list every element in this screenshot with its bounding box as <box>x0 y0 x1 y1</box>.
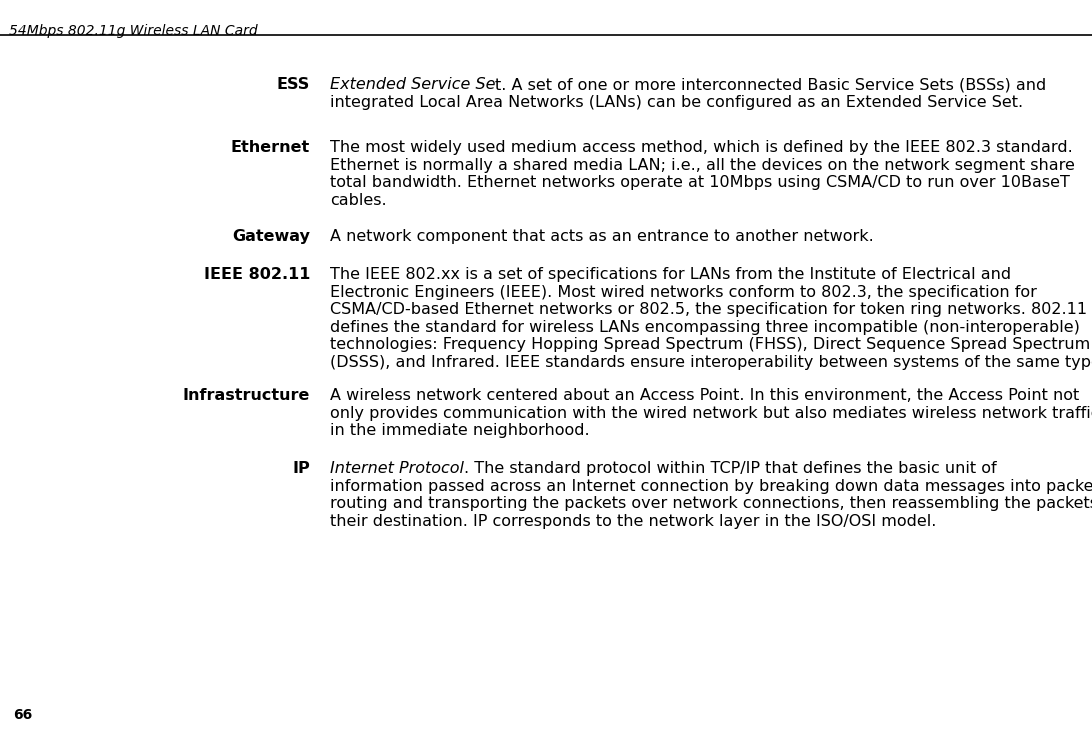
Text: their destination. IP corresponds to the network layer in the ISO/OSI model.: their destination. IP corresponds to the… <box>330 514 936 529</box>
Text: defines the standard for wireless LANs encompassing three incompatible (non-inte: defines the standard for wireless LANs e… <box>330 320 1080 335</box>
Text: Electronic Engineers (IEEE). Most wired networks conform to 802.3, the specifica: Electronic Engineers (IEEE). Most wired … <box>330 285 1036 300</box>
Text: 54Mbps 802.11g Wireless LAN Card: 54Mbps 802.11g Wireless LAN Card <box>9 24 258 38</box>
Text: IP: IP <box>293 461 310 476</box>
Text: information passed across an Internet connection by breaking down data messages : information passed across an Internet co… <box>330 479 1092 494</box>
Text: 66: 66 <box>13 708 33 722</box>
Text: routing and transporting the packets over network connections, then reassembling: routing and transporting the packets ove… <box>330 497 1092 511</box>
Text: Internet Protocol: Internet Protocol <box>330 461 464 476</box>
Text: ESS: ESS <box>277 77 310 92</box>
Text: . The standard protocol within TCP/IP that defines the basic unit of: . The standard protocol within TCP/IP th… <box>464 461 996 476</box>
Text: A network component that acts as an entrance to another network.: A network component that acts as an entr… <box>330 229 874 244</box>
Text: only provides communication with the wired network but also mediates wireless ne: only provides communication with the wir… <box>330 406 1092 421</box>
Text: t. A set of one or more interconnected Basic Service Sets (BSSs) and: t. A set of one or more interconnected B… <box>496 77 1046 92</box>
Text: integrated Local Area Networks (LANs) can be configured as an Extended Service S: integrated Local Area Networks (LANs) ca… <box>330 95 1023 110</box>
Text: The IEEE 802.xx is a set of specifications for LANs from the Institute of Electr: The IEEE 802.xx is a set of specificatio… <box>330 267 1011 282</box>
Text: technologies: Frequency Hopping Spread Spectrum (FHSS), Direct Sequence Spread S: technologies: Frequency Hopping Spread S… <box>330 337 1090 353</box>
Text: Infrastructure: Infrastructure <box>182 388 310 403</box>
Text: CSMA/CD-based Ethernet networks or 802.5, the specification for token ring netwo: CSMA/CD-based Ethernet networks or 802.5… <box>330 303 1087 317</box>
Text: IEEE 802.11: IEEE 802.11 <box>204 267 310 282</box>
Text: Extended Service Se: Extended Service Se <box>330 77 496 92</box>
Text: (DSSS), and Infrared. IEEE standards ensure interoperability between systems of : (DSSS), and Infrared. IEEE standards ens… <box>330 355 1092 370</box>
Text: total bandwidth. Ethernet networks operate at 10Mbps using CSMA/CD to run over 1: total bandwidth. Ethernet networks opera… <box>330 176 1070 190</box>
Text: Ethernet: Ethernet <box>230 140 310 155</box>
Text: A wireless network centered about an Access Point. In this environment, the Acce: A wireless network centered about an Acc… <box>330 388 1079 403</box>
Text: Gateway: Gateway <box>233 229 310 244</box>
Text: Ethernet is normally a shared media LAN; i.e., all the devices on the network se: Ethernet is normally a shared media LAN;… <box>330 158 1075 173</box>
Text: in the immediate neighborhood.: in the immediate neighborhood. <box>330 424 590 438</box>
Text: The most widely used medium access method, which is defined by the IEEE 802.3 st: The most widely used medium access metho… <box>330 140 1072 155</box>
Text: cables.: cables. <box>330 193 387 208</box>
